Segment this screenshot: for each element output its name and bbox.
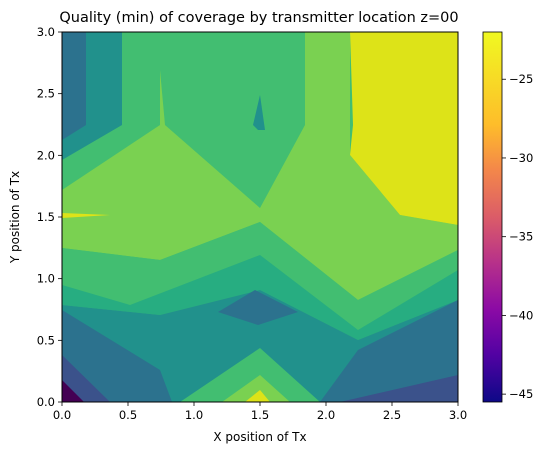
x-tick-label: 0.0 [53, 408, 71, 422]
chart-title: Quality (min) of coverage by transmitter… [59, 10, 458, 26]
y-tick-label: 3.0 [37, 25, 55, 39]
y-tick-label: 2.5 [37, 87, 55, 101]
colorbar-ticks: −25 −30 −35 −40 −45 [502, 72, 533, 401]
level-l3-bottomright [320, 300, 458, 402]
y-axis: 0.0 0.5 1.0 1.5 2.0 2.5 3.0 [37, 25, 62, 409]
level-l8-region [350, 32, 458, 225]
y-tick-label: 1.5 [37, 210, 55, 224]
x-axis-label: X position of Tx [213, 430, 306, 444]
level-l3-diamond [218, 290, 298, 325]
y-tick-label: 0.0 [37, 395, 55, 409]
level-l6-band [62, 222, 458, 330]
level-l7-bottom [222, 375, 290, 402]
level-l2-bottomleft [62, 355, 110, 402]
level-l8-bottom [245, 390, 270, 402]
colorbar [482, 31, 503, 403]
colorbar-tick-label: −35 [509, 230, 533, 244]
x-tick-label: 3.0 [449, 408, 467, 422]
level-l3-region [62, 32, 86, 140]
colorbar-tick-label: −45 [509, 387, 533, 401]
level-l8-sliver [62, 213, 110, 218]
x-tick-label: 2.0 [317, 408, 335, 422]
y-tick-label: 0.5 [37, 333, 55, 347]
y-tick-label: 2.0 [37, 148, 55, 162]
level-l5-band [62, 255, 458, 340]
level-l6-bottom [180, 348, 320, 402]
level-l4-spike [253, 95, 265, 130]
level-l7-region [62, 32, 458, 300]
colorbar-tick-label: −40 [509, 308, 533, 322]
y-tick-label: 1.0 [37, 272, 55, 286]
x-tick-label: 2.5 [383, 408, 401, 422]
y-axis-label: Y position of Tx [8, 171, 22, 264]
contour-fill [62, 32, 458, 402]
level-l1-corner [62, 380, 84, 402]
x-tick-label: 1.0 [185, 408, 203, 422]
x-tick-label: 0.5 [119, 408, 137, 422]
x-axis: 0.0 0.5 1.0 1.5 2.0 2.5 3.0 [53, 402, 467, 422]
colorbar-tick-label: −25 [509, 72, 533, 86]
x-tick-label: 1.5 [251, 408, 269, 422]
colorbar-tick-label: −30 [509, 151, 533, 165]
level-l3-bottomleft [62, 310, 172, 402]
level-l2-bottomright [340, 375, 458, 402]
